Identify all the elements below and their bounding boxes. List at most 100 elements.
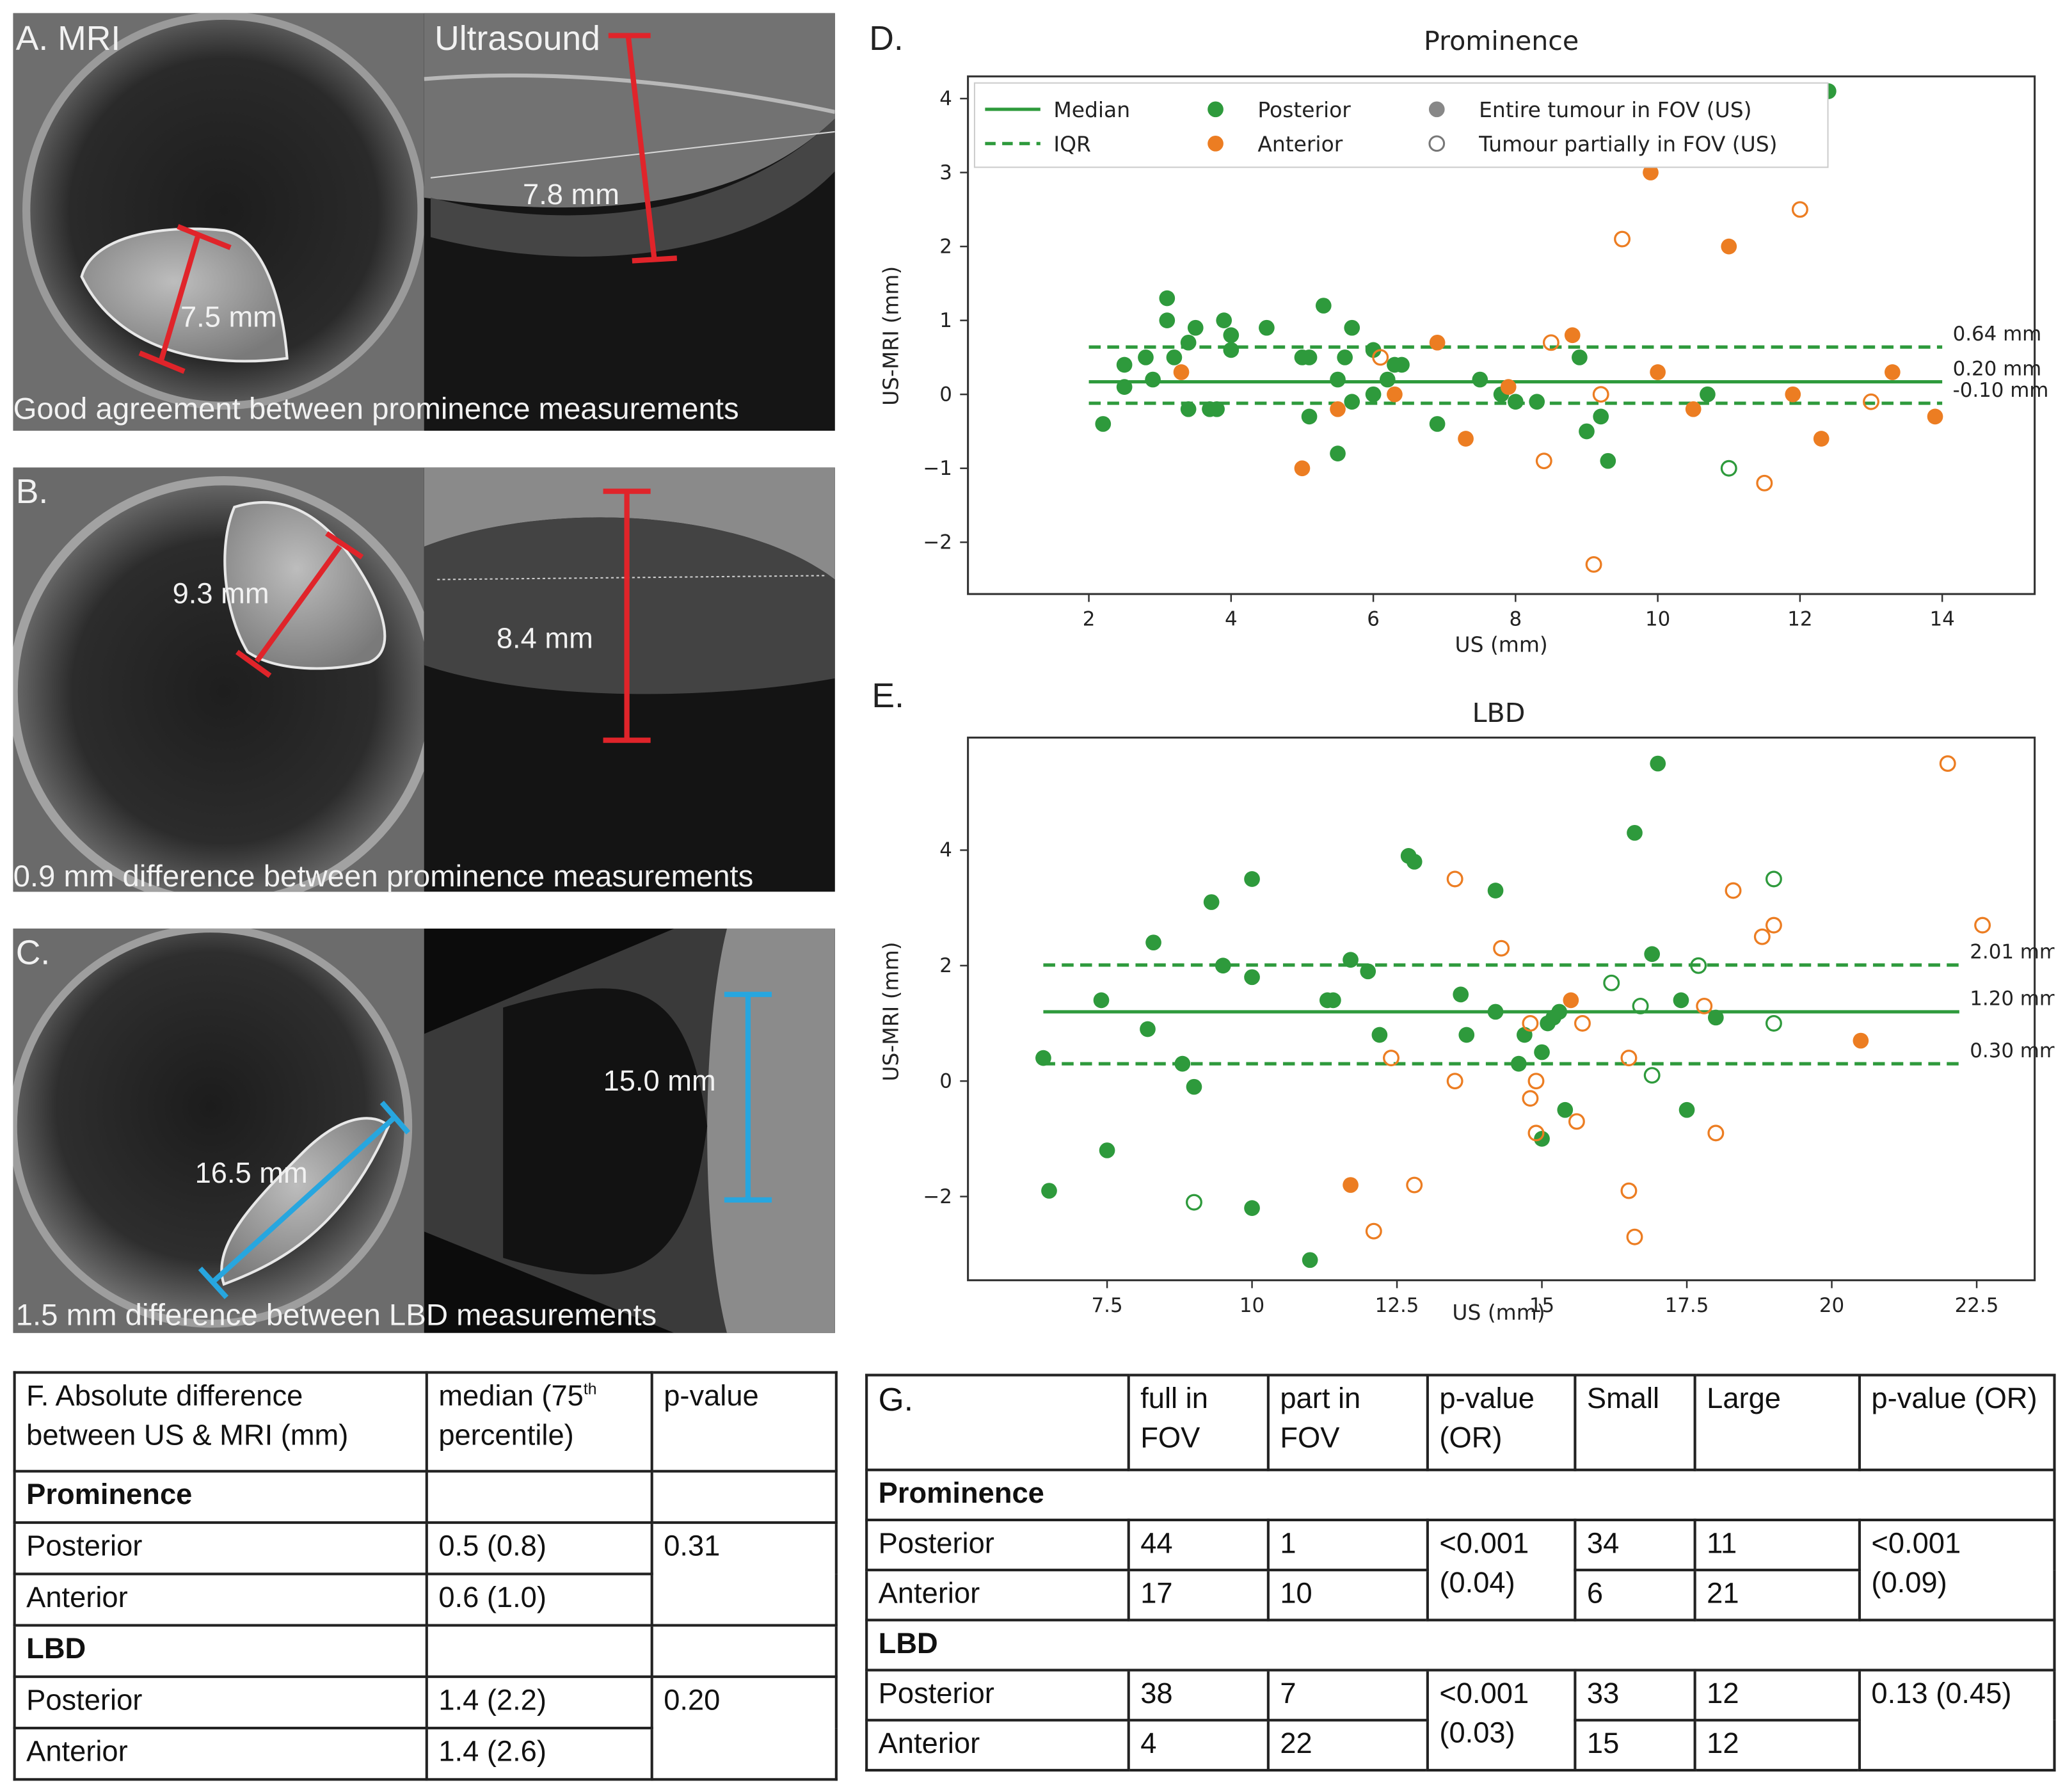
posterior-full-point — [1244, 1200, 1260, 1216]
anterior-full-point — [1721, 238, 1737, 255]
posterior-full-point — [1650, 755, 1666, 772]
posterior-full-point — [1487, 1004, 1504, 1020]
posterior-full-point — [1644, 946, 1661, 963]
anterior-partial-point — [1527, 1073, 1545, 1090]
table-g-cell: 11 — [1693, 1518, 1861, 1572]
posterior-full-point — [1223, 342, 1240, 358]
posterior-partial-point — [1720, 460, 1737, 477]
panel-a-mri-image — [13, 13, 424, 431]
posterior-full-point — [1394, 356, 1410, 373]
posterior-full-point — [1551, 1004, 1568, 1020]
anterior-partial-point — [1542, 334, 1559, 351]
panel-b-us-image — [424, 467, 835, 892]
table-f-empty-cell — [425, 1469, 653, 1524]
panel-c-caption: 1.5 mm difference between LBD measuremen… — [15, 1297, 657, 1332]
table-g-cell: 22 — [1266, 1718, 1429, 1772]
anterior-partial-point — [1765, 916, 1782, 934]
posterior-full-point — [1035, 1050, 1051, 1066]
chart-title: LBD — [1472, 698, 1526, 728]
anterior-full-point — [1884, 364, 1901, 380]
posterior-full-point — [1360, 963, 1376, 980]
posterior-full-point — [1145, 371, 1161, 388]
anterior-partial-point — [1446, 1073, 1463, 1090]
posterior-full-point — [1344, 319, 1360, 336]
x-tick-label: 8 — [1510, 608, 1522, 631]
posterior-partial-point — [1603, 974, 1620, 991]
anterior-partial-point — [1626, 1228, 1643, 1245]
table-f-cell: 1.4 (2.6) — [425, 1727, 653, 1781]
x-tick-label: 4 — [1225, 608, 1238, 631]
anterior-full-point — [1785, 386, 1801, 403]
table-f-row-label: Posterior — [13, 1521, 428, 1576]
x-tick-label: 20 — [1819, 1294, 1844, 1317]
legend-iqr-label: IQR — [1053, 132, 1090, 157]
anterior-partial-point — [1383, 1050, 1399, 1067]
posterior-full-point — [1371, 1027, 1388, 1043]
anterior-partial-point — [1939, 755, 1956, 772]
y-tick-label: 2 — [939, 235, 952, 258]
panel-a-mri-label: A. MRI — [15, 18, 121, 58]
table-f-cell: 0.31 — [650, 1521, 838, 1627]
anterior-partial-point — [1522, 1090, 1539, 1107]
posterior-full-point — [1572, 349, 1588, 365]
panel-a-us-drawing — [424, 13, 835, 431]
panel-c-letter: C. — [15, 932, 51, 972]
panel-c-us-measure: 15.0 mm — [603, 1064, 716, 1098]
reference-line-label: -0.10 mm — [1953, 379, 2049, 402]
posterior-full-point — [1315, 298, 1332, 314]
posterior-full-point — [1216, 312, 1232, 329]
table-f: F. Absolute difference between US & MRI … — [13, 1371, 838, 1781]
panel-c-us-drawing — [424, 928, 835, 1333]
panel-b-caption: 0.9 mm difference between prominence mea… — [13, 858, 754, 893]
x-axis-label: US (mm) — [1455, 632, 1548, 657]
legend-posterior-marker — [1208, 101, 1224, 118]
anterior-partial-point — [1791, 201, 1808, 218]
table-f-cell: 0.6 (1.0) — [425, 1572, 653, 1627]
legend-box — [973, 82, 1829, 168]
anterior-full-point — [1650, 364, 1666, 380]
posterior-full-point — [1099, 1142, 1115, 1158]
panel-d-letter: D. — [869, 18, 904, 58]
posterior-full-point — [1041, 1183, 1057, 1199]
posterior-full-point — [1627, 824, 1643, 841]
anterior-partial-point — [1406, 1176, 1423, 1194]
anterior-partial-point — [1974, 916, 1991, 934]
anterior-full-point — [1853, 1032, 1869, 1049]
anterior-partial-point — [1372, 349, 1389, 366]
panel-a-us-measure: 7.8 mm — [523, 177, 619, 211]
x-tick-label: 12 — [1787, 608, 1812, 631]
x-tick-label: 6 — [1367, 608, 1380, 631]
posterior-partial-point — [1632, 997, 1649, 1014]
panel-a-mri-drawing — [13, 13, 424, 431]
median-header-text: median (75 — [438, 1379, 584, 1412]
x-tick-label: 10 — [1240, 1294, 1264, 1317]
table-g-cell: 10 — [1266, 1569, 1429, 1622]
table-g-cell: 6 — [1574, 1569, 1696, 1622]
panel-a-us-image — [424, 13, 835, 431]
table-g-letter: G. — [865, 1373, 1130, 1471]
anterior-full-point — [1564, 327, 1581, 344]
posterior-full-point — [1259, 319, 1275, 336]
table-g-cell: 12 — [1693, 1668, 1861, 1722]
posterior-full-point — [1116, 356, 1133, 373]
y-tick-label: −2 — [923, 1185, 952, 1208]
posterior-full-point — [1529, 394, 1545, 410]
reference-line-label: 1.20 mm — [1970, 988, 2054, 1011]
posterior-full-point — [1365, 386, 1382, 403]
x-tick-label: 7.5 — [1092, 1294, 1123, 1317]
anterior-partial-point — [1707, 1124, 1725, 1142]
table-f-cell: 0.20 — [650, 1675, 838, 1781]
x-tick-label: 15 — [1529, 1294, 1554, 1317]
posterior-full-point — [1140, 1021, 1156, 1037]
table-g-header: p-value (OR) — [1858, 1373, 2056, 1471]
posterior-full-point — [1330, 371, 1346, 388]
anterior-partial-point — [1863, 393, 1879, 410]
posterior-full-point — [1453, 986, 1469, 1003]
plot-frame — [967, 75, 2036, 595]
posterior-full-point — [1707, 1009, 1724, 1026]
table-f-empty-cell — [650, 1624, 838, 1678]
table-f-letter: F. — [26, 1379, 49, 1412]
reference-line-label: 0.30 mm — [1970, 1039, 2054, 1062]
x-tick-label: 12.5 — [1375, 1294, 1419, 1317]
